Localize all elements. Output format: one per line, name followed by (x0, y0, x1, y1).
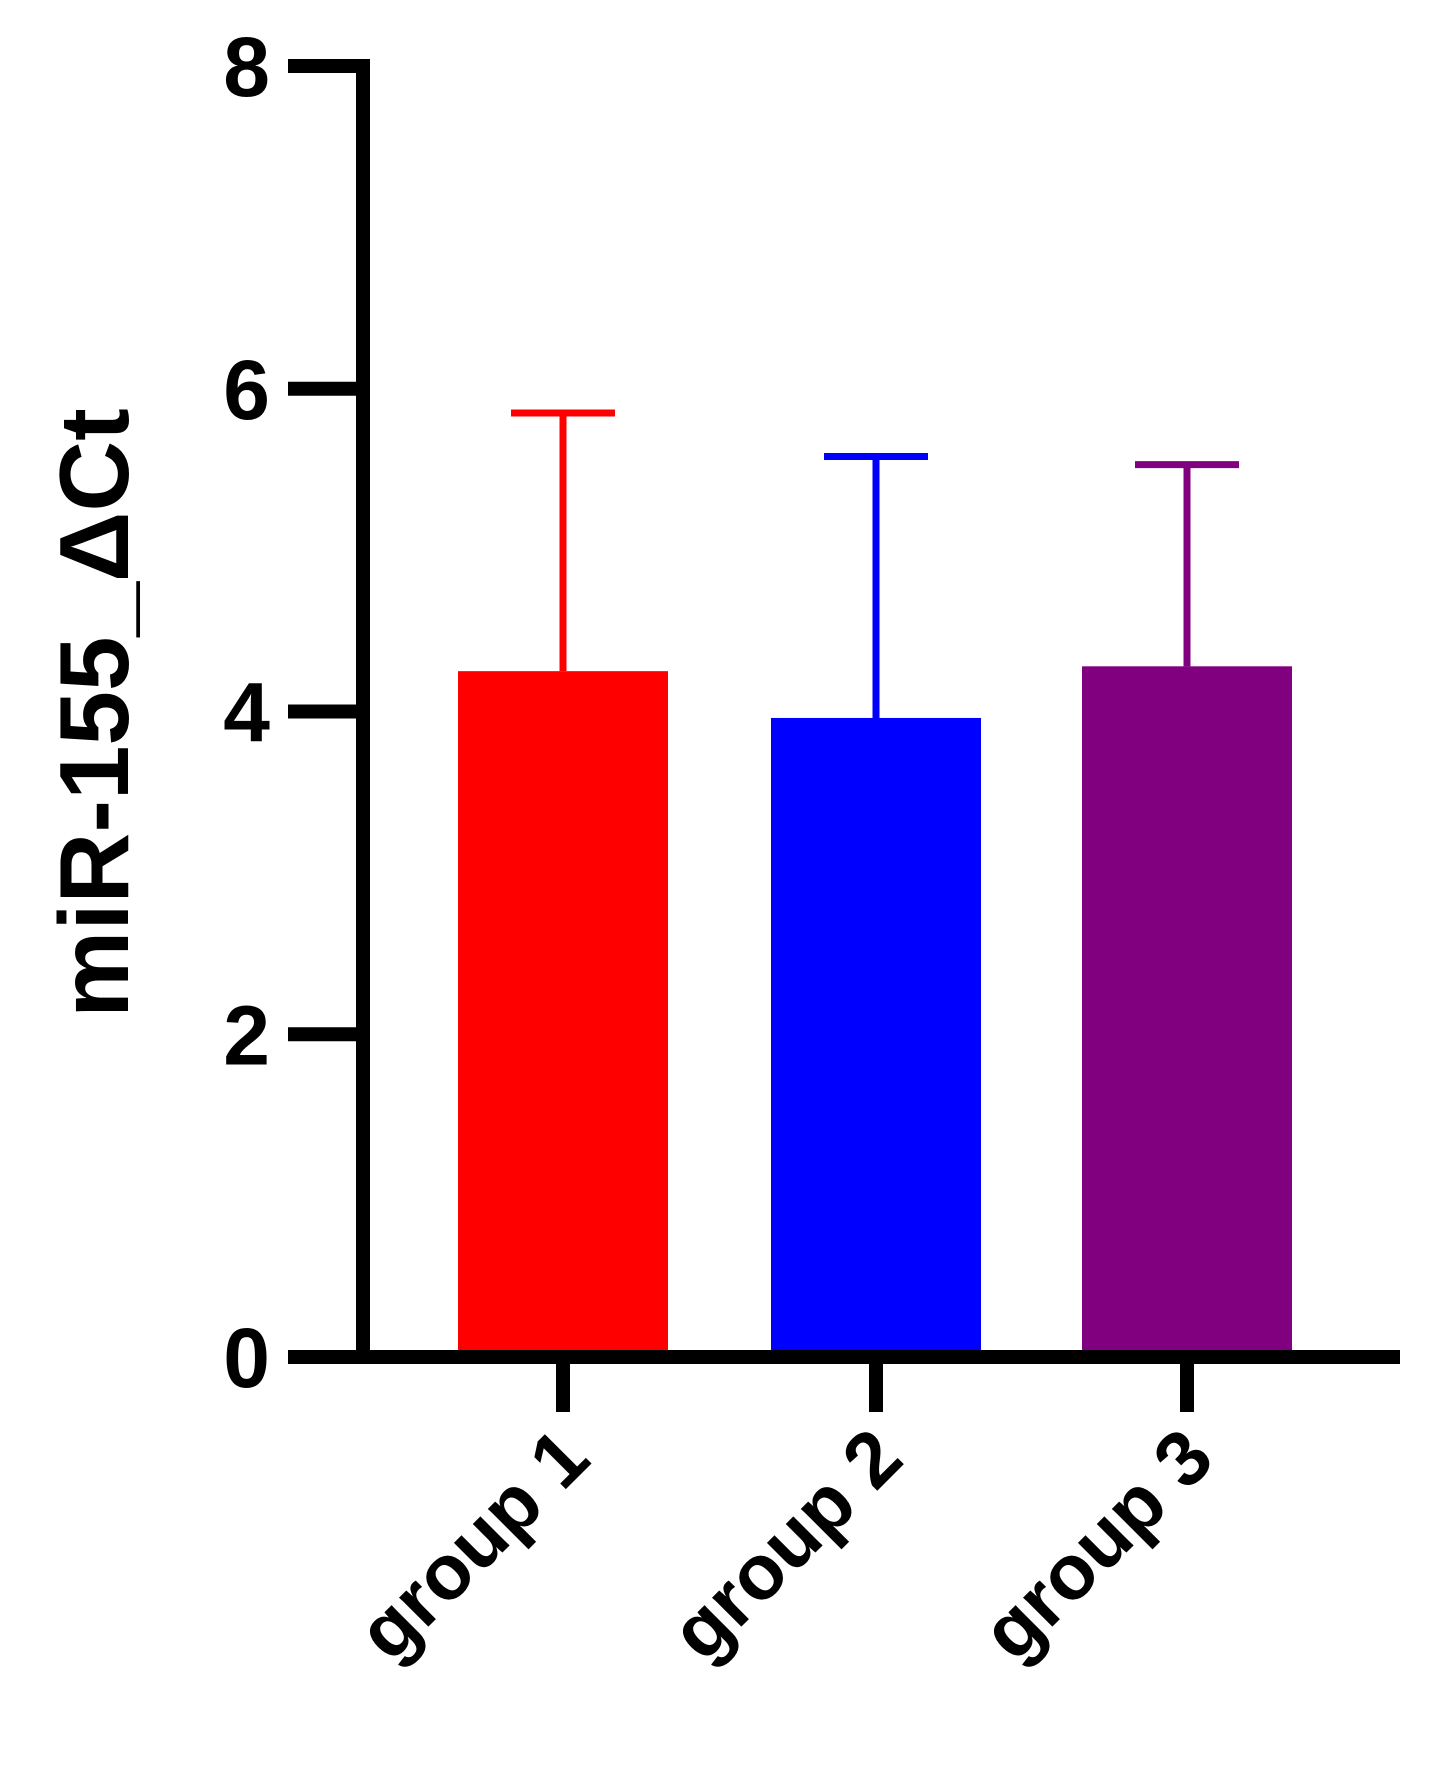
y-tick-label-2: 2 (223, 988, 270, 1082)
y-tick-label-0: 0 (223, 1311, 270, 1405)
x-tick-label-1: group 1 (341, 1412, 605, 1676)
bar-3 (1082, 666, 1292, 1357)
error-bars-layer (511, 409, 1239, 718)
x-tick-label-2: group 2 (654, 1412, 918, 1676)
y-axis-title: miR-155_ΔCt (39, 408, 149, 1018)
x-categories-layer: group 1 group 2 group 3 (341, 1412, 1229, 1676)
bar-2 (771, 717, 981, 1357)
y-tick-label-8: 8 (223, 20, 270, 114)
bar-1 (458, 671, 668, 1357)
y-tick-label-6: 6 (223, 343, 270, 437)
bars-layer (458, 666, 1292, 1357)
x-tick-label-3: group 3 (965, 1412, 1229, 1676)
y-ticks-layer: 0 2 4 6 8 (223, 20, 1194, 1412)
y-tick-label-4: 4 (223, 666, 270, 760)
